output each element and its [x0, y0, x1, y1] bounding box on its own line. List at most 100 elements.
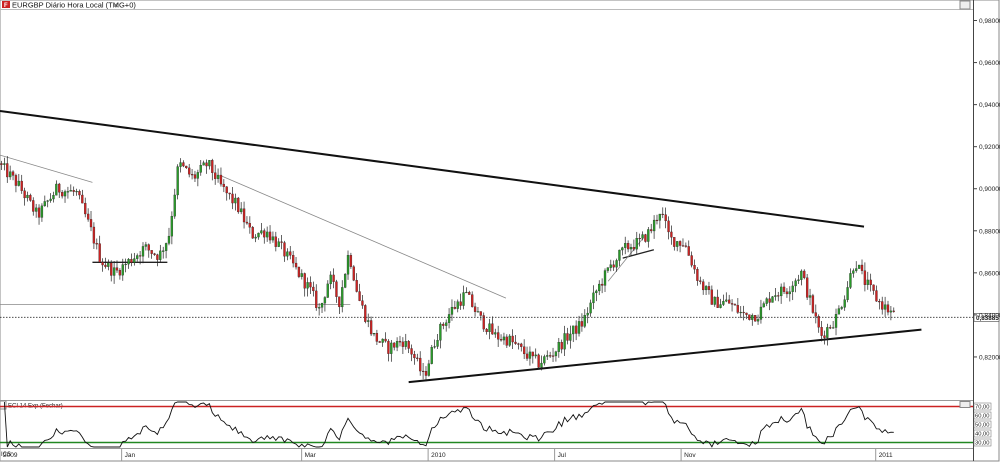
candle-body [843, 299, 846, 308]
candle-body [104, 264, 107, 267]
candle-body [450, 306, 454, 315]
candle-body [577, 321, 581, 334]
candle-body [346, 255, 350, 275]
candle-body [147, 244, 150, 251]
candle-body [543, 356, 546, 364]
candle-body [78, 191, 81, 196]
candle-body [271, 236, 275, 241]
x-tick-label: 2010 [431, 452, 446, 459]
candle-body [173, 194, 176, 217]
candle-body [860, 264, 864, 271]
candle-body [560, 342, 563, 350]
candle-body [889, 310, 893, 313]
candle-body [190, 174, 194, 176]
candle-body [641, 234, 644, 239]
candle-body [756, 319, 760, 322]
candle-body [707, 286, 711, 290]
candle-body [390, 342, 393, 354]
candle-body [141, 246, 145, 257]
candle-body [6, 163, 9, 178]
candle-body [32, 200, 35, 212]
candle-body [367, 320, 370, 322]
candle-body [511, 335, 514, 343]
candle-body [326, 283, 329, 298]
candle-body [297, 266, 301, 277]
candle-body [153, 253, 156, 255]
candle-body [9, 171, 12, 178]
candle-body [699, 280, 702, 282]
indicator-toggle-icon[interactable] [0, 400, 7, 410]
candle-body [107, 262, 110, 267]
candle-body [315, 290, 318, 308]
candle-body [144, 244, 148, 247]
candle-body [745, 312, 748, 315]
indicator-tick-label: 50,00 [975, 423, 990, 429]
candle-body [777, 295, 780, 297]
candle-body [831, 327, 835, 329]
candle-body [323, 297, 327, 304]
candle-body [254, 236, 257, 239]
candle-body [485, 328, 488, 333]
candle-body [312, 286, 315, 292]
candle-body [852, 270, 855, 274]
candle-body [335, 281, 338, 297]
candle-body [156, 254, 159, 260]
candle-body [817, 316, 820, 328]
candle-body [274, 236, 277, 247]
candle-body [234, 197, 237, 204]
candle-body [491, 323, 494, 335]
candle-body [185, 165, 188, 169]
candle-body [112, 267, 116, 276]
candle-body [101, 261, 104, 266]
candle-body [857, 264, 861, 269]
candle-body [401, 341, 405, 347]
candle-body [430, 347, 433, 364]
candle-body [540, 362, 543, 368]
candle-body [309, 282, 312, 288]
candle-body [208, 160, 211, 167]
candle-body [26, 194, 29, 199]
candle-body [375, 332, 379, 342]
close-icon[interactable]: × [113, 0, 118, 10]
candle-body [803, 270, 806, 278]
candle-body [794, 280, 797, 287]
candle-body [115, 267, 119, 271]
candle-body [742, 311, 745, 314]
candle-body [89, 219, 93, 228]
candle-body [268, 231, 272, 241]
candle-body [606, 267, 610, 271]
candle-body [722, 301, 725, 305]
candle-body [788, 291, 791, 295]
candle-body [569, 333, 572, 341]
indicator-scroll-handle[interactable] [959, 401, 971, 408]
candle-body [17, 180, 20, 186]
candle-body [110, 262, 113, 276]
panel-scroll-handle[interactable] [959, 0, 971, 10]
symbol-icon-glyph: F [4, 3, 8, 9]
candle-body [551, 355, 555, 357]
candle-body [704, 286, 708, 291]
candle-body [14, 175, 18, 186]
candle-body [442, 323, 445, 326]
candle-body [407, 341, 410, 349]
candle-body [75, 191, 78, 193]
candle-body [329, 274, 332, 285]
candle-body [381, 338, 384, 343]
candle-body [404, 341, 407, 347]
candle-body [228, 192, 231, 195]
candle-body [231, 193, 234, 204]
candle-body [690, 255, 693, 266]
candle-body [29, 194, 32, 201]
candle-body [384, 338, 387, 342]
candle-body [771, 296, 774, 303]
candle-body [684, 245, 688, 247]
indicator-tick-label: 60,00 [975, 414, 990, 420]
candle-body [84, 202, 87, 215]
candle-body [719, 304, 722, 308]
candle-body [216, 174, 220, 179]
candle-body [72, 190, 75, 192]
candle-body [655, 219, 659, 222]
candle-body [595, 290, 598, 294]
